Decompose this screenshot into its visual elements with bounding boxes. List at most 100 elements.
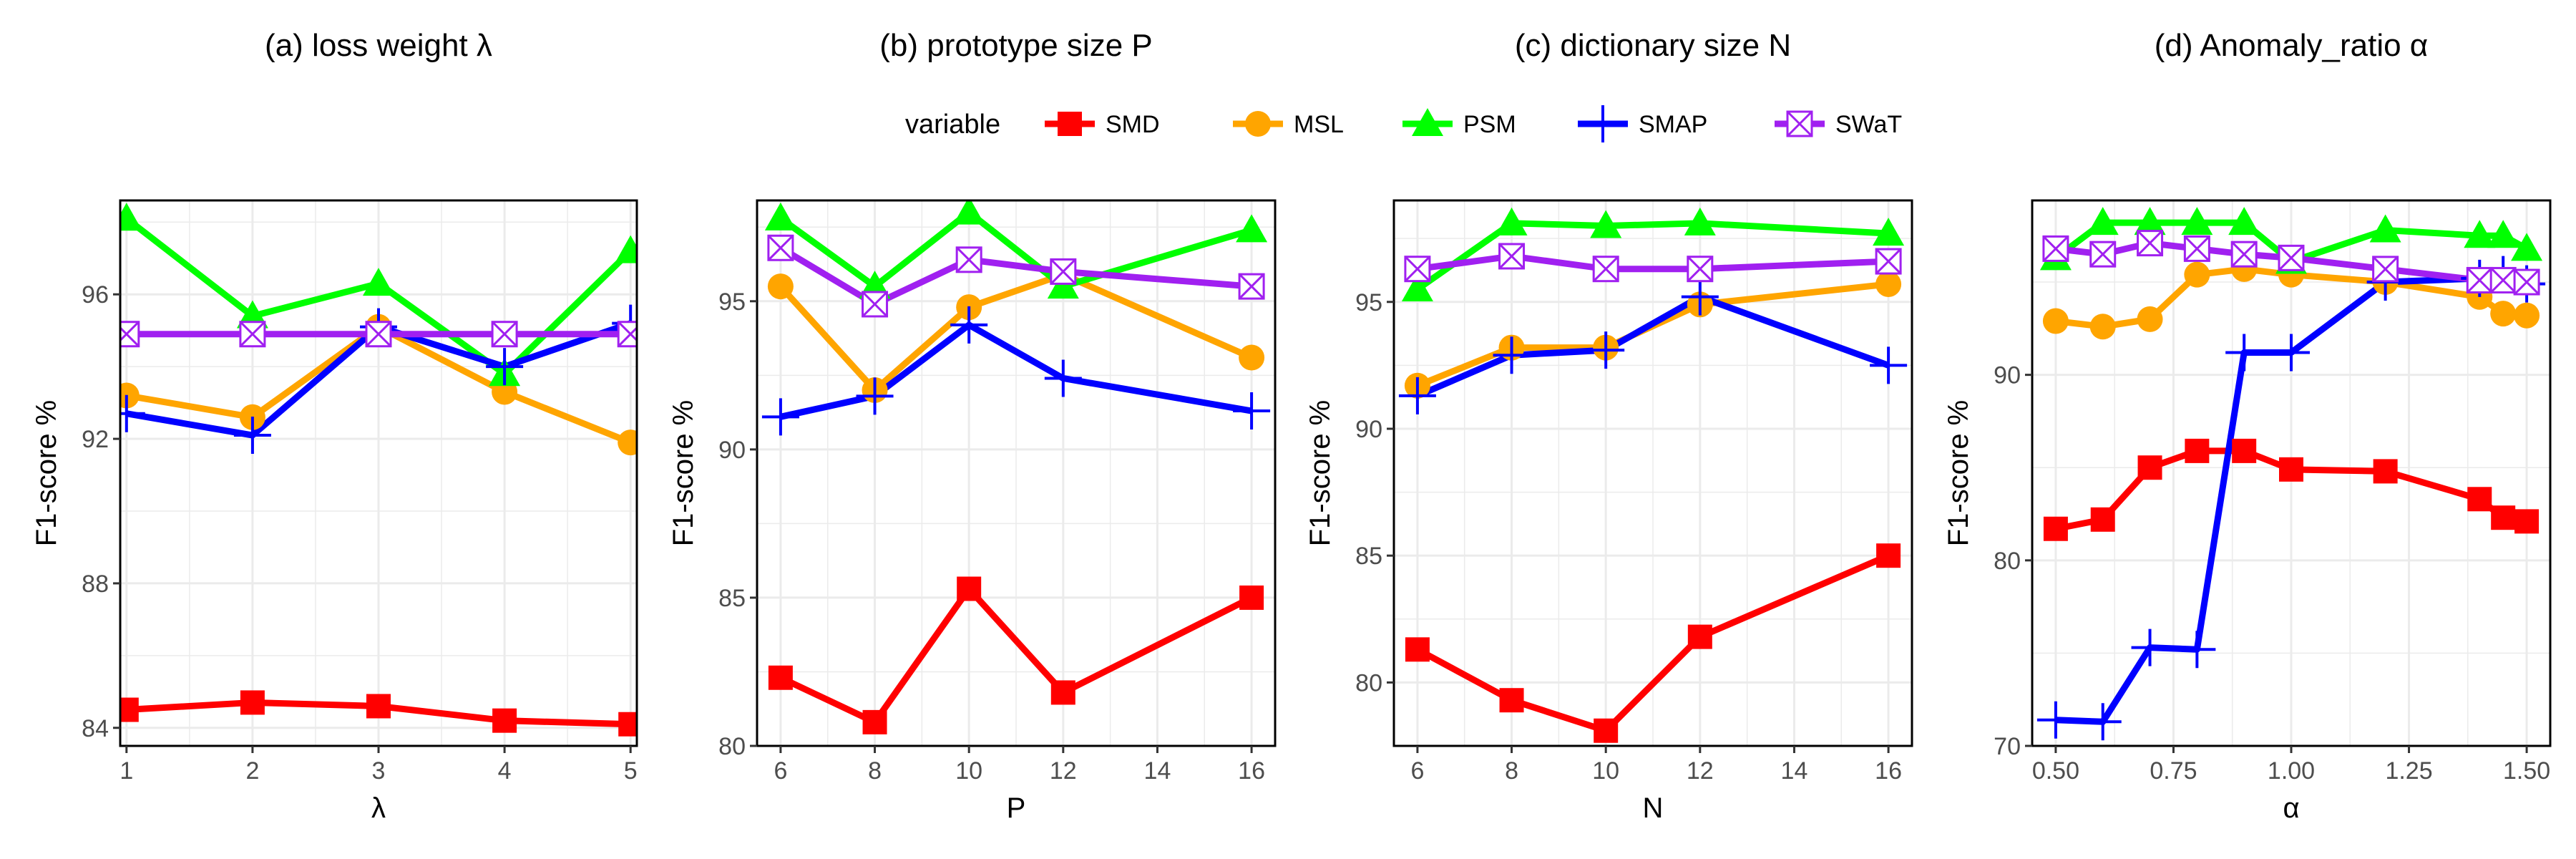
data-point-psm-shape xyxy=(363,268,394,296)
data-point-swat xyxy=(120,321,140,348)
data-point-smd-shape xyxy=(618,712,637,737)
data-point-psm-shape xyxy=(2134,207,2166,236)
data-point-psm-shape xyxy=(764,202,796,230)
data-point-smd-shape xyxy=(1405,637,1430,662)
data-point-psm-shape xyxy=(2228,207,2260,236)
legend-item-msl: MSL xyxy=(1233,111,1344,138)
legend-marker-shape xyxy=(1058,112,1082,136)
data-point-psm xyxy=(1496,207,1528,236)
data-point-swat xyxy=(617,321,637,348)
data-point-swat-diag2 xyxy=(862,291,888,318)
data-point-smap xyxy=(120,394,145,432)
data-point-swat-diag2 xyxy=(1239,273,1265,300)
x-tick-label: 12 xyxy=(1050,757,1077,785)
data-point-swat-diag2 xyxy=(956,246,982,273)
data-point-msl-shape xyxy=(2490,301,2517,327)
data-point-smd xyxy=(2185,438,2210,463)
data-point-smap xyxy=(2178,631,2216,669)
data-point-msl-shape xyxy=(2514,302,2540,329)
y-tick-label: 85 xyxy=(1355,543,1382,570)
y-axis-label: F1-score % xyxy=(668,400,699,547)
data-point-smd xyxy=(1876,543,1901,568)
data-point-swat-diag2 xyxy=(2184,236,2210,262)
data-point-smap xyxy=(1681,278,1719,316)
x-tick-label: 14 xyxy=(1144,757,1171,785)
data-point-swat xyxy=(1592,256,1619,283)
data-point-smd-shape xyxy=(2185,438,2210,463)
data-point-psm-shape xyxy=(2487,220,2519,248)
data-point-msl-shape xyxy=(1875,271,1902,297)
data-point-psm xyxy=(1590,210,1622,238)
data-point-psm xyxy=(1684,207,1716,236)
x-axis-label: N xyxy=(1643,792,1664,824)
data-point-swat-diag2 xyxy=(2514,268,2540,296)
y-tick-label: 80 xyxy=(1355,669,1382,697)
data-point-smd-shape xyxy=(366,694,391,719)
y-axis-label: F1-score % xyxy=(1943,400,1974,547)
x-tick-label: 0.75 xyxy=(2150,757,2197,785)
data-point-smd xyxy=(492,708,517,733)
data-point-psm-shape xyxy=(1496,207,1528,236)
data-point-swat xyxy=(2042,235,2069,262)
legend-marker-shape xyxy=(1412,108,1443,136)
data-point-msl xyxy=(1875,271,1902,297)
data-point-psm-shape xyxy=(615,235,637,263)
data-point-smd xyxy=(2373,459,2398,484)
grid xyxy=(757,200,1275,747)
panel-d: (d) Anomaly_ratio α 0.50 0.75 1.00 1.25 1.50 7… xyxy=(1943,28,2552,824)
data-point-psm xyxy=(2487,220,2519,248)
data-point-smd-shape xyxy=(2137,455,2162,480)
data-point-smd-shape xyxy=(1594,718,1619,743)
data-point-swat-diag2 xyxy=(2372,256,2399,282)
data-point-smap xyxy=(2036,701,2074,739)
data-point-smd-shape xyxy=(957,576,982,601)
data-point-psm xyxy=(2511,233,2543,261)
data-point-psm xyxy=(953,200,985,225)
data-point-psm xyxy=(2134,207,2166,236)
data-point-swat-diag2 xyxy=(365,321,392,347)
data-point-smd-shape xyxy=(768,665,793,690)
data-point-psm-shape xyxy=(1401,273,1433,302)
data-point-psm xyxy=(363,268,394,296)
data-point-swat-diag2 xyxy=(2089,241,2116,268)
panel-a: (a) loss weight λ 1 2 3 4 5 84 88 92 96 λ F1-score … xyxy=(31,28,638,824)
x-axis-label: α xyxy=(2283,792,2299,824)
data-point-swat-diag2 xyxy=(2490,267,2517,293)
data-point-smap xyxy=(2273,334,2310,372)
legend-marker xyxy=(1058,112,1082,136)
data-point-swat-diag2 xyxy=(2042,236,2069,262)
data-point-swat-diag2 xyxy=(492,321,518,347)
data-point-swat-diag2 xyxy=(1498,243,1525,270)
series-line-msl xyxy=(2055,266,2527,330)
data-point-smap xyxy=(1044,359,1082,397)
data-point-smd xyxy=(957,576,982,601)
legend-label: SWaT xyxy=(1835,111,1902,138)
legend-label: SMAP xyxy=(1639,111,1707,138)
data-point-psm-shape xyxy=(1684,207,1716,236)
x-tick-label: 6 xyxy=(1410,757,1424,785)
data-point-psm xyxy=(615,235,637,263)
data-point-smap xyxy=(2084,703,2122,741)
data-point-msl-shape xyxy=(2184,261,2210,288)
data-point-msl xyxy=(120,382,140,409)
data-point-swat-diag2 xyxy=(1050,258,1076,285)
series-line-psm xyxy=(2054,219,2529,266)
data-point-swat xyxy=(1875,248,1902,275)
y-tick-label: 88 xyxy=(82,571,109,598)
data-point-psm xyxy=(1873,218,1905,246)
data-point-smap xyxy=(1870,346,1908,384)
data-point-psm xyxy=(2087,207,2119,236)
data-point-smd xyxy=(1405,637,1430,662)
data-point-psm-shape xyxy=(2369,214,2401,243)
y-tick-label: 95 xyxy=(718,288,746,316)
x-tick-label: 3 xyxy=(372,757,386,785)
data-point-smd xyxy=(2514,509,2540,534)
data-point-smap xyxy=(1233,392,1271,430)
x-tick-label: 8 xyxy=(868,757,882,785)
data-point-psm-shape xyxy=(120,203,142,231)
x-tick-label: 16 xyxy=(1875,757,1902,785)
panel-title: (d) Anomaly_ratio α xyxy=(2155,28,2429,63)
data-point-smap xyxy=(856,377,894,415)
data-point-swat-diag2 xyxy=(2137,230,2163,256)
